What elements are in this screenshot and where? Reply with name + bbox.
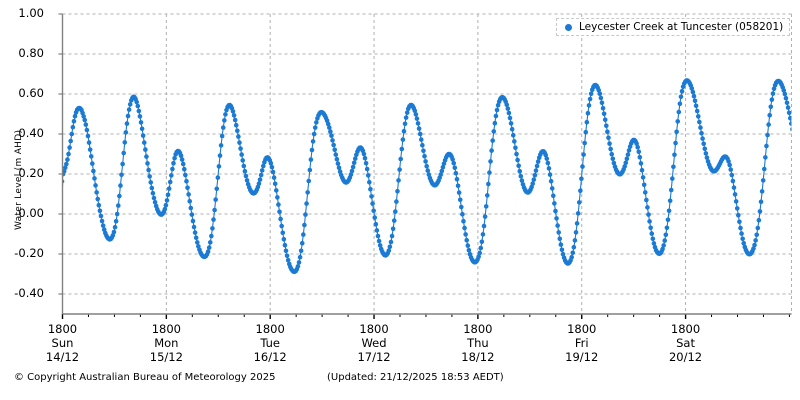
x-tick-date: 18/12	[461, 350, 495, 364]
y-tick-label: 0.40	[18, 126, 44, 140]
x-tick-time: 1800	[47, 322, 78, 336]
x-tick-date: 19/12	[565, 350, 599, 364]
x-tick-group: 1800 Thu 18/12	[438, 322, 518, 364]
legend-series-marker-icon	[565, 23, 572, 31]
x-tick-date: 20/12	[668, 350, 703, 364]
y-tick-label: -0.40	[14, 286, 44, 300]
y-tick-label: 1.00	[18, 6, 44, 20]
x-tick-group: 1800 Sat 20/12	[646, 322, 726, 364]
x-tick-time: 1800	[567, 322, 597, 336]
series-leycester-creek-at-tuncester-058201-	[62, 78, 792, 275]
copyright-text: © Copyright Australian Bureau of Meteoro…	[14, 372, 276, 383]
y-tick-label: 0.00	[18, 206, 44, 220]
x-tick-day: Sun	[51, 336, 74, 350]
x-tick-time: 1800	[463, 322, 493, 336]
x-tick-date: 17/12	[357, 350, 391, 364]
x-tick-group: 1800 Tue 16/12	[230, 322, 310, 364]
x-tick-day: Mon	[154, 336, 179, 350]
x-tick-time: 1800	[670, 322, 701, 336]
y-tick-label: 0.80	[18, 46, 44, 60]
x-tick-date: 16/12	[253, 350, 287, 364]
x-tick-time: 1800	[359, 322, 389, 336]
legend[interactable]: Leycester Creek at Tuncester (058201)	[556, 18, 791, 36]
x-tick-day: Tue	[260, 336, 281, 350]
x-tick-group: 1800 Wed 17/12	[334, 322, 414, 364]
x-tick-time: 1800	[255, 322, 285, 336]
x-tick-day: Fri	[574, 336, 589, 350]
x-tick-group: 1800 Sun 14/12	[23, 322, 103, 364]
legend-series-label: Leycester Creek at Tuncester (058201)	[579, 21, 784, 33]
x-tick-day: Wed	[361, 336, 387, 350]
x-tick-day: Sat	[676, 336, 695, 350]
x-tick-group: 1800 Fri 19/12	[542, 322, 622, 364]
x-tick-date: 15/12	[149, 350, 183, 364]
updated-timestamp: (Updated: 21/12/2025 18:53 AEDT)	[327, 372, 504, 383]
y-tick-label: 0.60	[18, 86, 44, 100]
x-tick-day: Thu	[467, 336, 489, 350]
x-tick-time: 1800	[151, 322, 181, 336]
x-tick-group: 1800 Mon 15/12	[126, 322, 206, 364]
x-tick-date: 14/12	[45, 350, 80, 364]
y-tick-label: -0.20	[14, 246, 44, 260]
y-tick-label: 0.20	[18, 166, 44, 180]
